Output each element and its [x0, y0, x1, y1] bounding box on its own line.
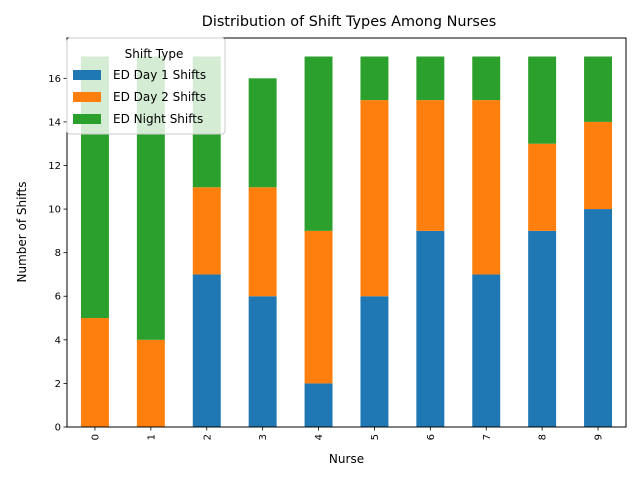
bar-segment [248, 78, 277, 188]
plot-frame [66, 37, 627, 428]
bar-segment [528, 230, 557, 427]
bar-segment [360, 56, 389, 101]
x-tick-label: 4 [314, 434, 325, 440]
bar-segment [136, 339, 165, 427]
y-tick-label: 8 [55, 248, 61, 259]
bar-segment [304, 56, 333, 231]
legend-box [66, 37, 226, 135]
bar-segment [248, 296, 277, 427]
bar-segment [472, 100, 501, 275]
legend-swatch [73, 70, 101, 80]
x-tick-label: 9 [594, 434, 605, 440]
bar-segment [584, 121, 613, 210]
x-tick-label: 3 [258, 434, 269, 440]
bar-segment [528, 143, 557, 231]
bar-segment [304, 383, 333, 427]
bar-segment [304, 230, 333, 384]
x-tick-label: 2 [202, 434, 213, 440]
y-tick-label: 4 [55, 335, 61, 346]
x-axis: 0 1 2 3 4 5 6 7 8 9 [90, 427, 605, 440]
x-tick-label: 5 [370, 434, 381, 440]
y-tick-label: 0 [55, 423, 61, 434]
y-tick-label: 12 [48, 161, 61, 172]
legend: Shift Type ED Day 1 Shifts ED Day 2 Shift… [66, 37, 226, 135]
x-tick-label: 6 [426, 434, 437, 440]
legend-swatch [73, 92, 101, 102]
bar-segment [584, 209, 613, 427]
chart-title: Distribution of Shift Types Among Nurses [202, 14, 497, 30]
y-tick-label: 2 [55, 379, 61, 390]
bar-segment [416, 100, 445, 231]
bar-segment [192, 274, 221, 427]
legend-title: Shift Type [125, 47, 184, 61]
legend-label: ED Day 1 Shifts [113, 68, 206, 82]
legend-label: ED Night Shifts [113, 112, 203, 126]
y-tick-label: 14 [48, 117, 61, 128]
x-tick-label: 7 [482, 434, 493, 440]
y-tick-label: 16 [48, 74, 61, 85]
legend-label: ED Day 2 Shifts [113, 90, 206, 104]
legend-swatch [73, 114, 101, 124]
x-axis-label: Nurse [329, 452, 364, 466]
bar-segment [80, 318, 109, 427]
bar-segment [472, 56, 501, 101]
y-tick-label: 10 [48, 205, 61, 216]
bar-segment [584, 56, 613, 122]
bar-segment [528, 56, 557, 144]
x-tick-label: 0 [90, 434, 101, 440]
bar-segment [360, 296, 389, 427]
legend-entries: ED Day 1 Shifts ED Day 2 Shifts ED Night S… [73, 68, 206, 126]
bar-segment [360, 100, 389, 297]
bar-segment [192, 187, 221, 275]
x-tick-label: 1 [146, 434, 157, 440]
y-axis: 0 2 4 6 8 10 12 14 16 [48, 74, 67, 434]
bar-segment [248, 187, 277, 297]
bar-segment [416, 56, 445, 101]
y-tick-label: 6 [55, 292, 61, 303]
x-tick-label: 8 [538, 434, 549, 440]
y-axis-label: Number of Shifts [15, 182, 29, 283]
bar-segment [472, 274, 501, 427]
bar-segment [416, 230, 445, 427]
